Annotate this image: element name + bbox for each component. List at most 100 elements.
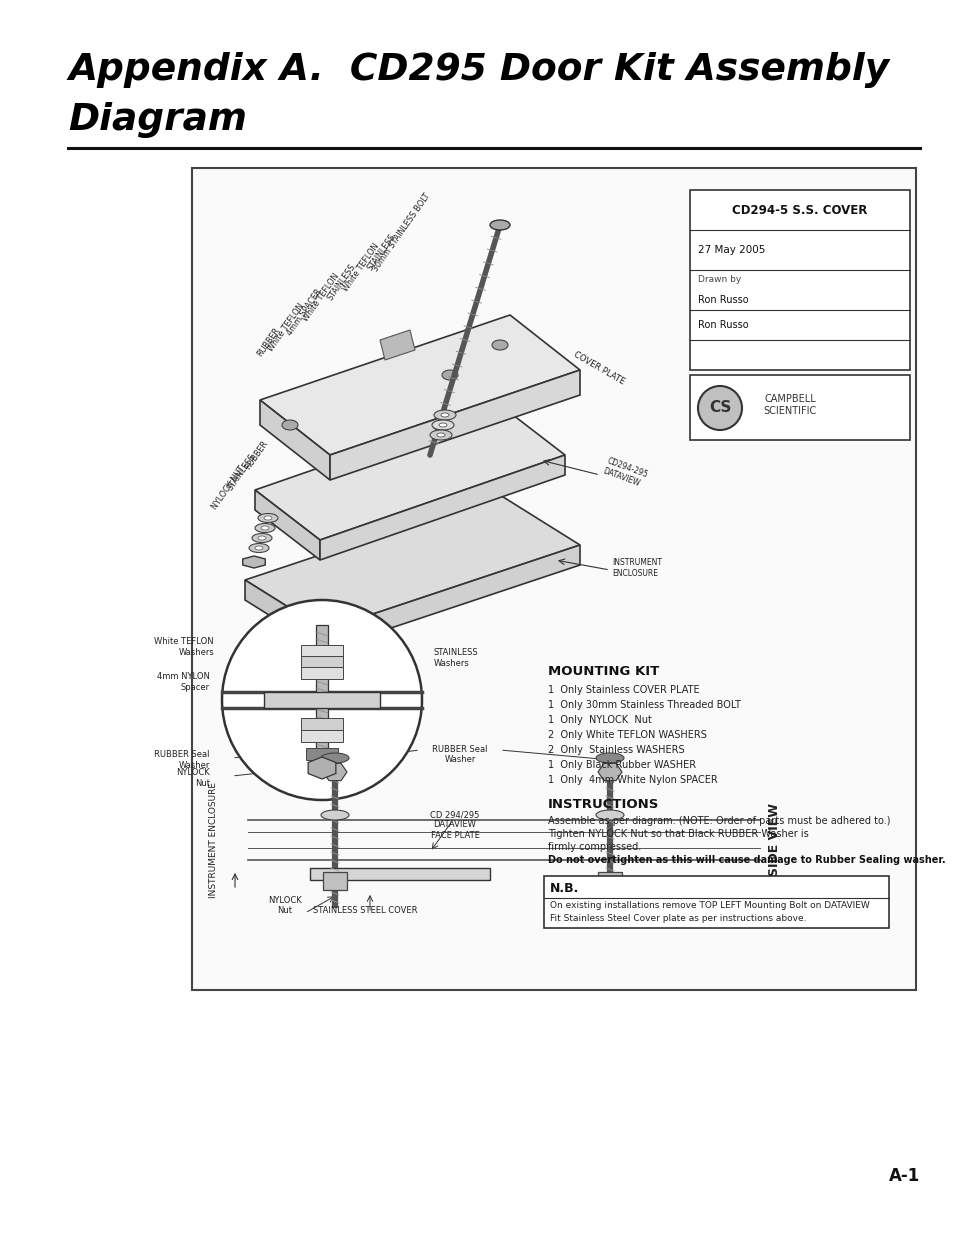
Polygon shape <box>379 330 415 359</box>
Text: NYLOCK
Nut: NYLOCK Nut <box>176 768 210 788</box>
Bar <box>598 872 621 890</box>
Text: Appendix A.  CD295 Door Kit Assembly: Appendix A. CD295 Door Kit Assembly <box>68 52 888 88</box>
Text: CD294-295
DATAVIEW: CD294-295 DATAVIEW <box>601 457 648 489</box>
Ellipse shape <box>438 424 447 427</box>
Bar <box>301 645 343 657</box>
Text: 4mm NYLON
Spacer: 4mm NYLON Spacer <box>157 672 210 692</box>
Text: White TEFLON: White TEFLON <box>301 272 341 324</box>
Text: CD 294/295
DATAVIEW
FACE PLATE: CD 294/295 DATAVIEW FACE PLATE <box>430 810 479 840</box>
Text: Drawn by: Drawn by <box>698 275 740 284</box>
Polygon shape <box>308 757 335 779</box>
Bar <box>301 718 343 730</box>
Text: CS: CS <box>708 400 730 415</box>
Text: 27 May 2005: 27 May 2005 <box>698 245 764 254</box>
Text: INSTRUCTIONS: INSTRUCTIONS <box>547 798 659 811</box>
Text: White TEFLON: White TEFLON <box>266 301 306 353</box>
Ellipse shape <box>261 526 269 530</box>
Text: Tighten NYLOCK Nut so that Black RUBBER Washer is: Tighten NYLOCK Nut so that Black RUBBER … <box>547 829 808 839</box>
Ellipse shape <box>320 810 349 820</box>
Ellipse shape <box>252 534 272 542</box>
Polygon shape <box>260 315 579 454</box>
Text: Do not overtighten as this will cause damage to Rubber Sealing washer.: Do not overtighten as this will cause da… <box>547 855 944 864</box>
Polygon shape <box>245 495 579 630</box>
Text: STAINLESS: STAINLESS <box>365 232 396 273</box>
Text: White TEFLON: White TEFLON <box>341 242 381 293</box>
Text: 1  Only  NYLOCK  Nut: 1 Only NYLOCK Nut <box>547 715 651 725</box>
Ellipse shape <box>254 546 263 550</box>
Text: 4mm SPACER: 4mm SPACER <box>285 288 323 337</box>
Ellipse shape <box>490 220 510 230</box>
Text: CD294-5 S.S. COVER: CD294-5 S.S. COVER <box>732 204 867 216</box>
Ellipse shape <box>320 753 349 763</box>
Bar <box>192 168 915 990</box>
Bar <box>301 667 343 679</box>
Bar <box>689 190 909 370</box>
Text: STAINLESS: STAINLESS <box>225 452 257 493</box>
Text: N.B.: N.B. <box>550 882 578 895</box>
Text: firmly compressed.: firmly compressed. <box>547 842 640 852</box>
Text: Fit Stainless Steel Cover plate as per instructions above.: Fit Stainless Steel Cover plate as per i… <box>550 914 805 923</box>
Text: CAMPBELL
SCIENTIFIC: CAMPBELL SCIENTIFIC <box>762 394 816 416</box>
Text: White TEFLON
Washers: White TEFLON Washers <box>154 637 213 657</box>
Ellipse shape <box>436 433 444 437</box>
Text: INSTRUMENT ENCLOSURE: INSTRUMENT ENCLOSURE <box>210 782 218 898</box>
Bar <box>323 872 347 890</box>
Ellipse shape <box>434 410 456 420</box>
Ellipse shape <box>257 536 266 540</box>
Text: 2  Only  Stainless WASHERS: 2 Only Stainless WASHERS <box>547 745 684 755</box>
Text: MOUNTING KIT: MOUNTING KIT <box>547 664 659 678</box>
Ellipse shape <box>430 430 452 440</box>
Bar <box>689 375 909 440</box>
Text: 1  Only Black Rubber WASHER: 1 Only Black Rubber WASHER <box>547 760 696 769</box>
Ellipse shape <box>282 420 297 430</box>
Text: 30mm STAINLESS BOLT: 30mm STAINLESS BOLT <box>371 191 432 273</box>
Text: A-1: A-1 <box>888 1167 919 1186</box>
Polygon shape <box>330 370 579 480</box>
Ellipse shape <box>596 753 623 763</box>
Circle shape <box>222 600 421 800</box>
Polygon shape <box>323 763 347 781</box>
Text: Diagram: Diagram <box>68 103 247 138</box>
Ellipse shape <box>264 516 272 520</box>
Text: 1  Only Stainless COVER PLATE: 1 Only Stainless COVER PLATE <box>547 685 699 695</box>
Polygon shape <box>598 763 621 781</box>
Ellipse shape <box>432 420 454 430</box>
Ellipse shape <box>257 514 277 522</box>
Bar <box>543 876 888 927</box>
Text: STAINLESS: STAINLESS <box>325 262 356 303</box>
Text: Ron Russo: Ron Russo <box>698 320 748 330</box>
Ellipse shape <box>440 412 449 417</box>
Ellipse shape <box>254 524 274 532</box>
Circle shape <box>698 387 741 430</box>
Text: 1  Only 30mm Stainless Threaded BOLT: 1 Only 30mm Stainless Threaded BOLT <box>547 700 740 710</box>
Ellipse shape <box>249 543 269 552</box>
Text: RUBBER: RUBBER <box>243 440 269 472</box>
Polygon shape <box>245 580 325 650</box>
Polygon shape <box>325 545 579 650</box>
Text: INSTRUMENT
ENCLOSURE: INSTRUMENT ENCLOSURE <box>612 558 661 578</box>
Bar <box>306 748 337 760</box>
Text: STAINLESS STEEL COVER: STAINLESS STEEL COVER <box>313 906 416 915</box>
Text: NYLOCK NUT: NYLOCK NUT <box>210 464 247 511</box>
Ellipse shape <box>596 810 623 820</box>
Text: STAINLESS
Washers: STAINLESS Washers <box>434 648 478 668</box>
Text: Assemble as per diagram. (NOTE: Order of parts must be adhered to.): Assemble as per diagram. (NOTE: Order of… <box>547 816 889 826</box>
Polygon shape <box>319 454 564 559</box>
Text: Ron Russo: Ron Russo <box>698 295 748 305</box>
Text: SIDE VIEW: SIDE VIEW <box>768 804 781 877</box>
Polygon shape <box>254 490 319 559</box>
Text: RUBBER Seal
Washer: RUBBER Seal Washer <box>154 751 210 769</box>
Ellipse shape <box>492 340 507 350</box>
Text: On existing installations remove TOP LEFT Mounting Bolt on DATAVIEW: On existing installations remove TOP LEF… <box>550 902 869 910</box>
Text: COVER PLATE: COVER PLATE <box>572 350 625 387</box>
Polygon shape <box>254 405 564 540</box>
Bar <box>264 692 379 708</box>
Bar <box>315 625 328 776</box>
Polygon shape <box>260 400 330 480</box>
Bar <box>310 868 490 881</box>
Polygon shape <box>242 556 265 568</box>
Text: NYLOCK
Nut: NYLOCK Nut <box>268 895 301 915</box>
Text: 2  Only White TEFLON WASHERS: 2 Only White TEFLON WASHERS <box>547 730 706 740</box>
Text: RUBBER: RUBBER <box>254 326 281 358</box>
Text: 1  Only  4mm White Nylon SPACER: 1 Only 4mm White Nylon SPACER <box>547 776 717 785</box>
